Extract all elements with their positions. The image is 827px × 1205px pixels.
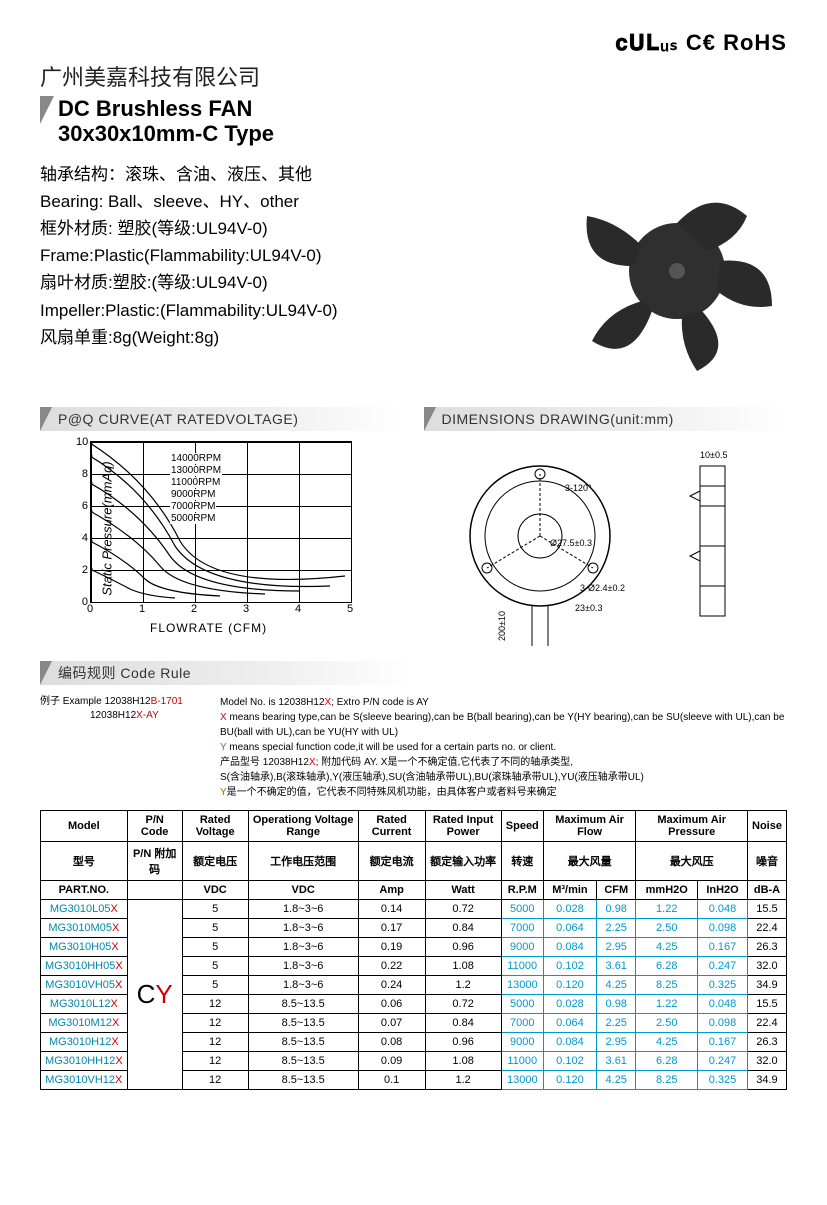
title-triangle-icon (40, 96, 54, 124)
section-triangle-icon (424, 407, 436, 431)
company-name: 广州美嘉科技有限公司 (40, 60, 787, 92)
section-dim: DIMENSIONS DRAWING(unit:mm) (424, 407, 788, 431)
svg-text:Ø27.5±0.3: Ø27.5±0.3 (550, 538, 592, 548)
dimension-drawing: 3-120° Ø27.5±0.3 3-Ø2.4±0.2 23±0.3 200±1… (424, 441, 788, 651)
example-box: 例子 Example 12038H12B-1701 12038H12X-AY (40, 695, 190, 800)
svg-text:10±0.5: 10±0.5 (700, 450, 727, 460)
cert-marks: 𝐜𝐔𝐋ᵤₛ C€ RoHS (40, 30, 787, 56)
section-triangle-icon (40, 407, 52, 431)
title-block: DC Brushless FAN30x30x10mm-C Type (40, 96, 787, 147)
section-pq: P@Q CURVE(AT RATEDVOLTAGE) (40, 407, 404, 431)
section-triangle-icon (40, 661, 52, 685)
svg-text:23±0.3: 23±0.3 (575, 603, 602, 613)
section-code: 编码规则 Code Rule (40, 661, 414, 685)
svg-text:200±10: 200±10 (497, 611, 507, 641)
svg-text:3-120°: 3-120° (565, 483, 592, 493)
rule-text: Model No. is 12038H12X; Extro P/N code i… (220, 695, 787, 800)
svg-text:3-Ø2.4±0.2: 3-Ø2.4±0.2 (580, 583, 625, 593)
spec-lines: 轴承结构：滚珠、含油、液压、其他Bearing: Ball、sleeve、HY、… (40, 161, 547, 381)
spec-table: ModelP/N CodeRated VoltageOperationg Vol… (40, 810, 787, 1090)
title-text: DC Brushless FAN30x30x10mm-C Type (58, 96, 274, 147)
fan-photo (567, 161, 787, 381)
pq-chart: Static Pressure(mmAq) 14000RPM13000RPM11… (70, 441, 370, 641)
